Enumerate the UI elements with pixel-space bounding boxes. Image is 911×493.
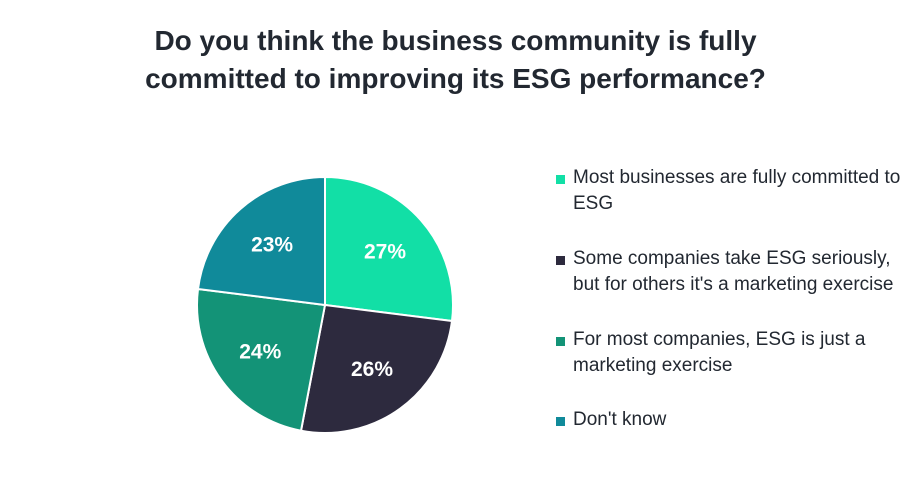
pie-slice-label-3: 24% [239, 341, 281, 364]
legend-item: Most businesses are fully committed to E… [556, 165, 901, 217]
legend-label: Don't know [573, 409, 667, 430]
legend-item: Don't know [556, 407, 901, 433]
legend-swatch [556, 417, 565, 426]
legend-swatch [556, 337, 565, 346]
chart-title-line-1: Do you think the business community is f… [154, 25, 757, 56]
pie-slice-3 [196, 287, 327, 432]
pie-slice-1 [324, 175, 454, 323]
legend-item: Some companies take ESG seriously, but f… [556, 246, 901, 298]
legend-label: For most companies, ESG is just a market… [573, 329, 866, 376]
pie-slice-label-4: 23% [251, 233, 293, 256]
legend-swatch [556, 256, 565, 265]
legend-item: For most companies, ESG is just a market… [556, 327, 901, 379]
pie-slice-4 [196, 175, 326, 307]
chart-title-line-2: committed to improving its ESG performan… [145, 63, 766, 94]
pie-chart: 27% 26% 24% 23% [190, 170, 460, 440]
chart-title: Do you think the business community is f… [0, 22, 911, 98]
legend-swatch [556, 175, 565, 184]
legend-label: Most businesses are fully committed to E… [573, 167, 901, 214]
legend-label: Some companies take ESG seriously, but f… [573, 248, 894, 295]
pie-slice-label-1: 27% [364, 241, 406, 264]
pie-slice-label-2: 26% [351, 358, 393, 381]
pie-slice-2 [299, 303, 454, 434]
pie-chart-svg: 27% 26% 24% 23% [196, 175, 454, 434]
